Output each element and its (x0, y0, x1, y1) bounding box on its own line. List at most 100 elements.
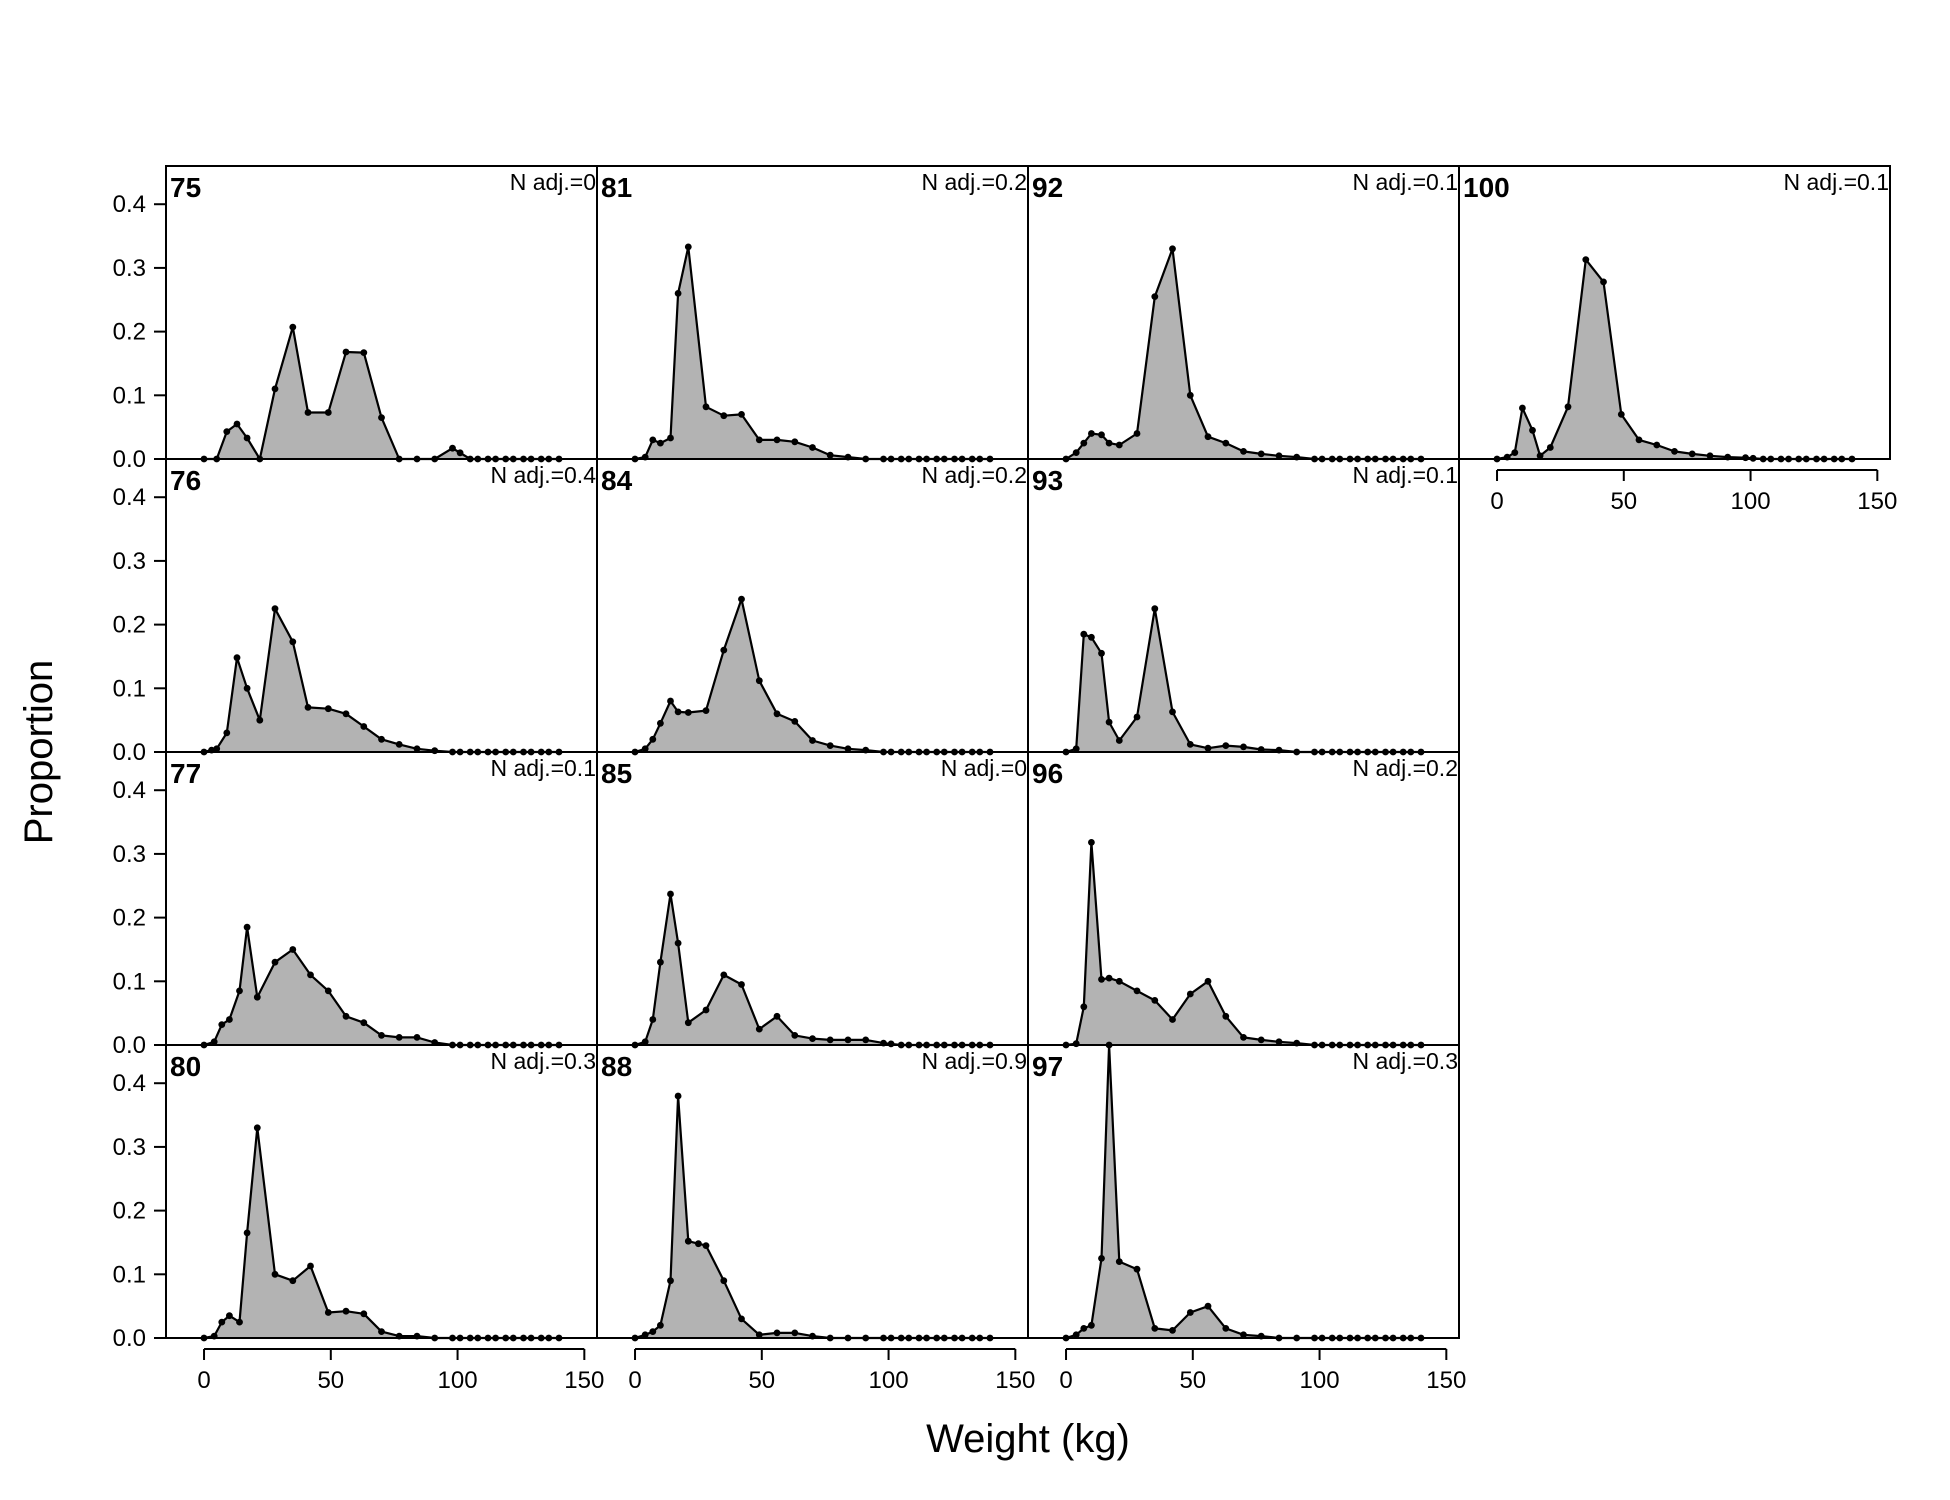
data-point (695, 1240, 702, 1248)
data-point (674, 708, 682, 716)
panel-96 (1027, 751, 1460, 1049)
data-point (702, 707, 710, 714)
data-point (1133, 713, 1141, 721)
y-tick-label: 0.0 (113, 1032, 146, 1059)
data-point (1115, 441, 1123, 449)
data-point (738, 1315, 745, 1323)
data-point (1088, 633, 1095, 641)
data-point (1105, 439, 1113, 447)
y-tick-label: 0.1 (113, 1261, 146, 1288)
y-tick-label: 0.0 (113, 739, 146, 766)
x-tick-label: 50 (1610, 488, 1637, 515)
data-point (1546, 444, 1554, 451)
x-tick-label: 150 (1426, 1367, 1466, 1394)
panel-frame-77 (165, 751, 598, 1046)
data-point (1617, 411, 1625, 418)
panel-label: 85 (601, 758, 632, 789)
data-point (256, 716, 264, 724)
series-line-93 (1065, 607, 1421, 754)
data-point (1222, 1012, 1230, 1020)
data-point (826, 451, 834, 459)
data-point (342, 1012, 350, 1020)
data-point (1105, 974, 1113, 982)
y-tick-label: 0.1 (113, 968, 146, 995)
data-point (1186, 990, 1194, 998)
panel-label: 84 (601, 465, 633, 496)
area-fill-97 (1066, 1045, 1421, 1338)
data-point (218, 1318, 226, 1326)
y-tick-label: 0.2 (113, 1198, 146, 1225)
data-point (1098, 649, 1105, 657)
data-point (378, 1328, 385, 1335)
x-tick-label: 50 (748, 1367, 775, 1394)
x-tick-label: 100 (869, 1367, 909, 1394)
data-point (243, 1229, 251, 1237)
data-point (378, 735, 385, 743)
area-fill-96 (1066, 842, 1421, 1045)
data-point (271, 1270, 279, 1278)
data-point (360, 1310, 368, 1318)
x-tick-label: 0 (197, 1367, 210, 1394)
data-point (271, 605, 279, 613)
data-point (233, 420, 241, 428)
x-tick-label: 0 (1059, 1367, 1072, 1394)
data-point (657, 958, 664, 966)
data-point (1098, 976, 1105, 983)
panel-frame-80 (165, 1044, 598, 1339)
data-point (738, 595, 745, 603)
data-point (684, 1237, 692, 1245)
data-point (738, 411, 745, 418)
data-point (755, 1331, 763, 1339)
data-point (1222, 439, 1230, 447)
data-point (684, 709, 692, 716)
data-point (395, 741, 403, 748)
data-point (324, 1309, 332, 1316)
area-fill-88 (635, 1096, 990, 1338)
data-point (649, 1016, 657, 1023)
data-point (449, 444, 456, 452)
panel-label: 92 (1032, 172, 1063, 203)
data-point (1072, 1040, 1080, 1048)
data-point (342, 1307, 350, 1315)
panel-85 (596, 751, 1029, 1049)
data-point (1186, 391, 1194, 399)
data-point (720, 971, 728, 979)
data-point (324, 705, 332, 713)
data-point (1169, 1327, 1176, 1334)
data-point (1088, 839, 1095, 846)
x-tick-label: 0 (628, 1367, 641, 1394)
data-point (862, 1036, 870, 1044)
data-point (1133, 430, 1141, 437)
y-tick-label: 0.3 (113, 548, 146, 575)
data-point (684, 1019, 692, 1027)
series-line-100 (1496, 258, 1852, 461)
area-fill-100 (1497, 259, 1852, 459)
y-axis-title: Proportion (17, 660, 61, 845)
data-point (456, 449, 464, 457)
data-point (755, 1025, 763, 1033)
panel-93 (1027, 458, 1460, 756)
panel-100 (1458, 165, 1891, 481)
y-tick-label: 0.3 (113, 255, 146, 282)
data-point (307, 1262, 314, 1270)
n-adj-label: N adj.=0.4 (491, 462, 597, 488)
n-adj-label: N adj.=0.1 (1353, 462, 1459, 488)
data-point (1186, 741, 1194, 748)
data-point (657, 1321, 664, 1329)
n-adj-label: N adj.=0.1 (491, 755, 597, 781)
data-point (674, 939, 682, 947)
series-line-92 (1065, 247, 1421, 461)
data-point (395, 1034, 403, 1041)
data-point (1098, 1255, 1105, 1262)
data-point (1088, 1321, 1095, 1329)
data-point (1275, 452, 1283, 460)
data-point (1204, 1302, 1212, 1310)
data-point (1151, 997, 1159, 1004)
data-point (657, 439, 664, 447)
y-tick-label: 0.0 (113, 446, 146, 473)
data-point (324, 987, 332, 995)
data-point (1115, 1258, 1123, 1265)
data-point (360, 349, 368, 356)
data-point (1098, 431, 1105, 439)
data-point (271, 385, 279, 393)
